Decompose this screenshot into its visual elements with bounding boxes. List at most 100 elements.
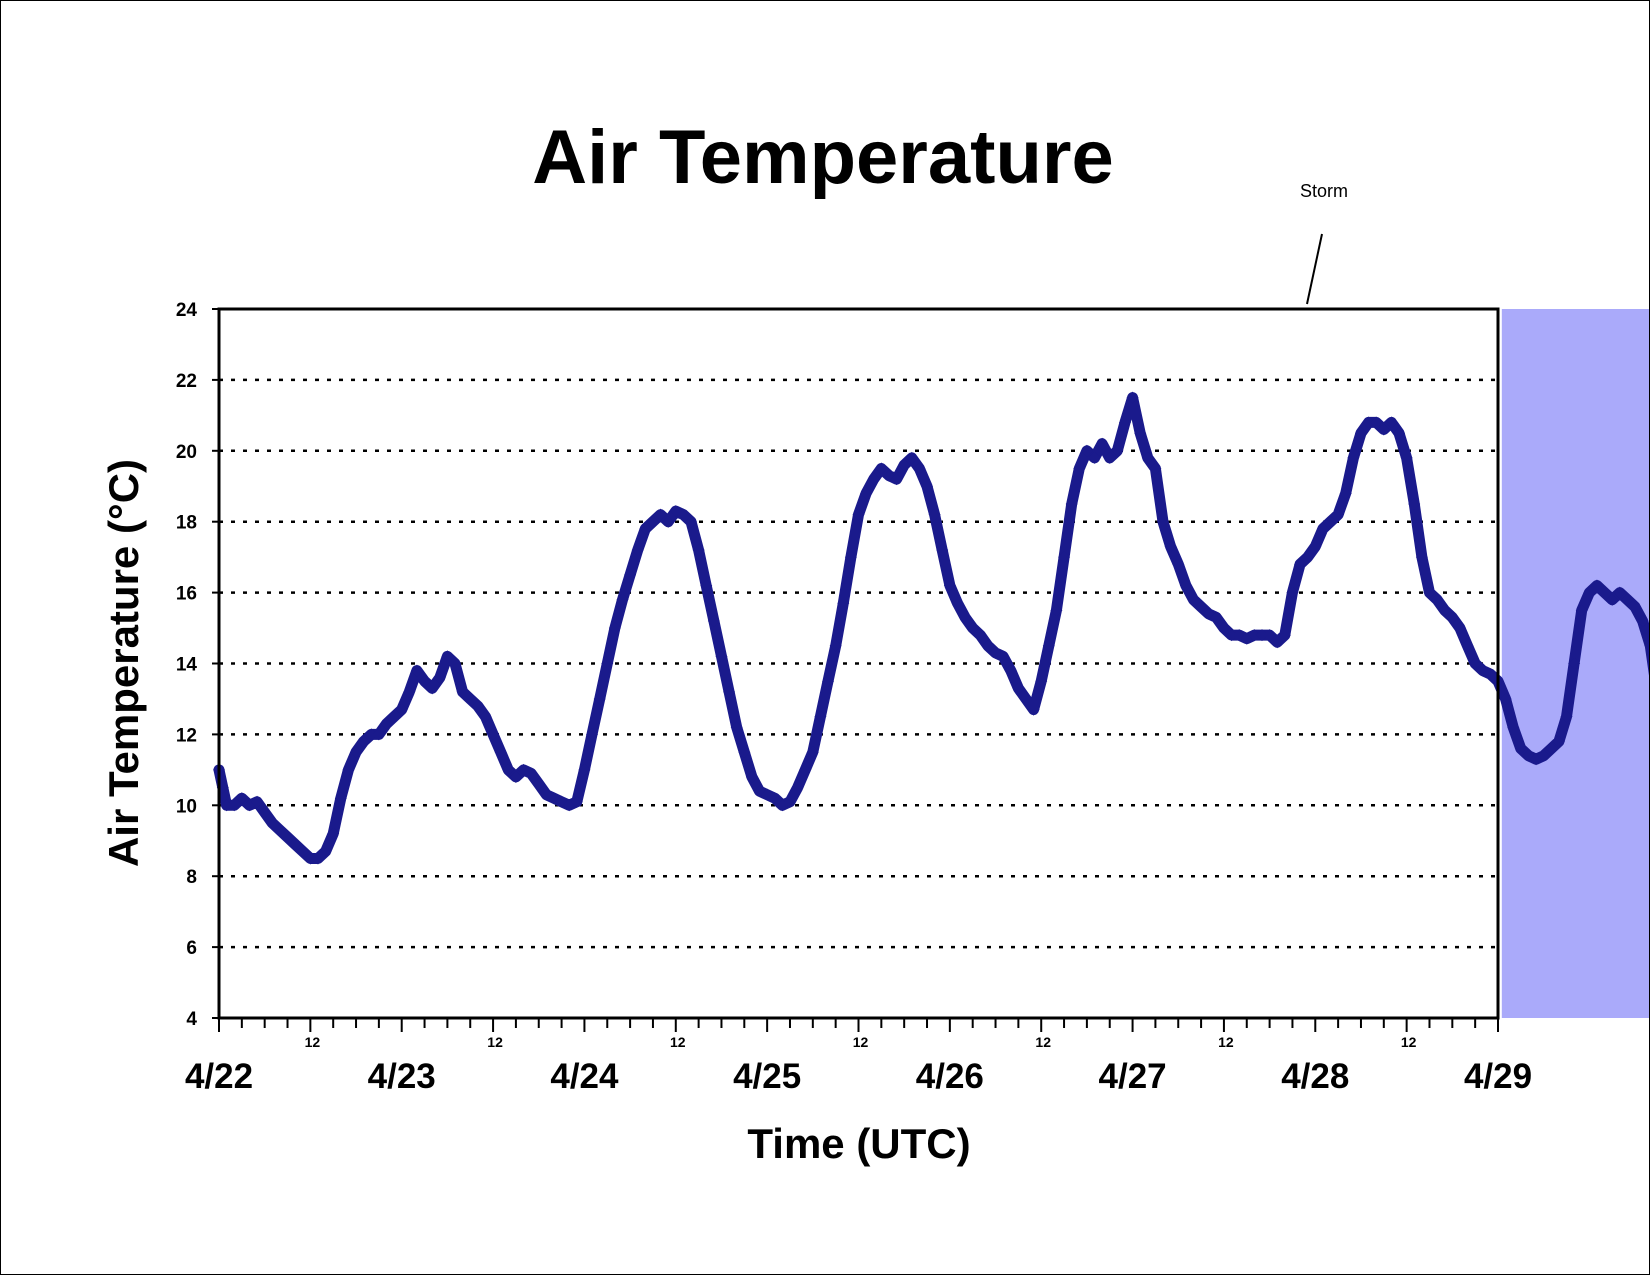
data-point-marker	[1507, 721, 1520, 734]
y-tick-label: 16	[176, 584, 197, 605]
data-point-marker	[1446, 611, 1459, 624]
data-point-marker	[296, 845, 309, 858]
data-point-marker	[806, 746, 819, 759]
data-point-marker	[936, 544, 949, 557]
data-point-marker	[981, 639, 994, 652]
data-point-marker	[1050, 604, 1063, 617]
data-point-marker	[1042, 639, 1055, 652]
data-point-marker	[662, 515, 675, 528]
data-point-marker	[327, 827, 340, 840]
data-point-marker	[997, 650, 1010, 663]
data-point-marker	[1134, 427, 1147, 440]
data-point-marker	[867, 473, 880, 486]
data-point-marker	[1560, 710, 1573, 723]
data-point-marker	[304, 852, 317, 865]
data-point-marker	[281, 831, 294, 844]
data-point-marker	[1461, 639, 1474, 652]
data-point-marker	[494, 746, 507, 759]
data-point-marker	[1286, 586, 1299, 599]
y-tick-label: 8	[186, 867, 197, 888]
data-point-marker	[357, 735, 370, 748]
data-point-marker	[487, 728, 500, 741]
data-point-marker	[1271, 636, 1284, 649]
data-point-marker	[951, 597, 964, 610]
data-point-marker	[471, 700, 484, 713]
data-point-marker	[403, 685, 416, 698]
x-axis-label: Time (UTC)	[747, 1120, 970, 1167]
data-point-marker	[1545, 742, 1558, 755]
x-minor-tick-label: 12	[305, 1034, 321, 1050]
data-point-marker	[532, 778, 545, 791]
data-point-marker	[1172, 558, 1185, 571]
data-point-marker	[273, 824, 286, 837]
data-point-marker	[1111, 444, 1124, 457]
data-point-marker	[829, 639, 842, 652]
x-minor-tick-label: 12	[1218, 1034, 1234, 1050]
x-major-tick-label: 4/25	[733, 1057, 801, 1096]
data-point-marker	[1217, 622, 1230, 635]
data-point-marker	[1644, 641, 1649, 651]
data-point-marker	[1248, 629, 1261, 642]
y-tick-label: 24	[176, 300, 198, 321]
data-point-marker	[1636, 614, 1649, 627]
data-point-marker	[388, 710, 401, 723]
data-point-marker	[1583, 586, 1596, 599]
data-point-marker	[738, 746, 751, 759]
x-minor-tick-label: 12	[670, 1034, 686, 1050]
data-point-marker	[707, 614, 720, 627]
data-point-marker	[1629, 600, 1642, 613]
x-major-tick-label: 4/22	[185, 1057, 253, 1096]
data-point-marker	[745, 770, 758, 783]
data-point-marker	[1415, 551, 1428, 564]
data-point-marker	[1514, 742, 1527, 755]
data-point-marker	[433, 671, 446, 684]
data-point-marker	[1309, 540, 1322, 553]
data-point-marker	[1141, 451, 1154, 464]
data-point-marker	[852, 508, 865, 521]
x-major-tick-label: 4/23	[368, 1057, 436, 1096]
data-point-marker	[1004, 664, 1017, 677]
data-point-marker	[1590, 579, 1603, 592]
data-point-marker	[943, 579, 956, 592]
data-point-marker	[768, 792, 781, 805]
data-point-marker	[1065, 497, 1078, 510]
data-point-marker	[593, 692, 606, 705]
data-point-marker	[1354, 427, 1367, 440]
data-point-marker	[479, 710, 492, 723]
data-point-marker	[890, 473, 903, 486]
data-point-marker	[905, 451, 918, 464]
data-point-marker	[350, 746, 363, 759]
data-point-marker	[1606, 593, 1619, 606]
data-point-marker	[1408, 497, 1421, 510]
y-tick-label: 20	[176, 442, 197, 463]
y-tick-label: 18	[176, 513, 197, 534]
series-line-0	[213, 392, 1649, 864]
data-point-marker	[1294, 558, 1307, 571]
data-point-marker	[1179, 579, 1192, 592]
data-point-marker	[1339, 487, 1352, 500]
data-point-marker	[410, 664, 423, 677]
data-point-marker	[639, 522, 652, 535]
data-point-marker	[1278, 629, 1291, 642]
data-point-marker	[578, 763, 591, 776]
data-point-marker	[1575, 604, 1588, 617]
data-point-marker	[814, 710, 827, 723]
y-tick-label: 14	[176, 655, 198, 676]
data-point-marker	[334, 792, 347, 805]
axis-ticks	[212, 308, 1499, 1032]
data-point-marker	[258, 806, 271, 819]
data-point-marker	[456, 685, 469, 698]
data-point-marker	[228, 799, 241, 812]
data-point-marker	[1210, 611, 1223, 624]
data-point-marker	[1385, 416, 1398, 429]
data-point-marker	[624, 568, 637, 581]
data-point-marker	[913, 462, 926, 475]
x-major-tick-label: 4/28	[1281, 1057, 1349, 1096]
data-point-marker	[1157, 515, 1170, 528]
data-point-marker	[1058, 551, 1071, 564]
data-point-marker	[1118, 416, 1131, 429]
data-point-marker	[1255, 629, 1268, 642]
data-point-marker	[220, 799, 233, 812]
